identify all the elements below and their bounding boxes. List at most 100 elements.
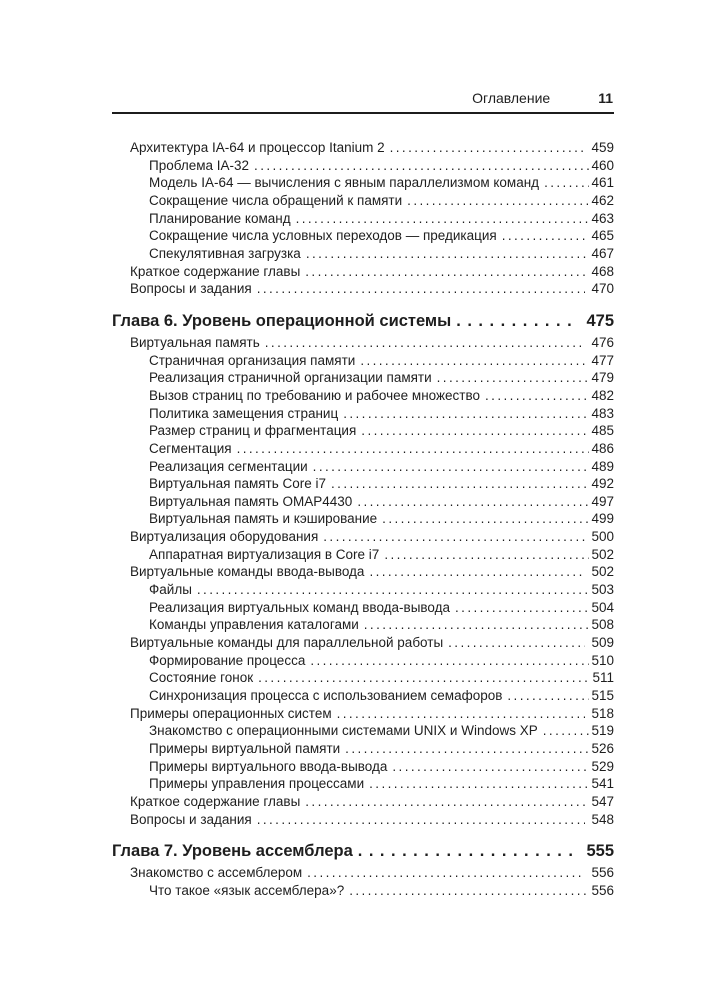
toc-entry: Сокращение числа обращений к памяти 462 <box>112 192 614 210</box>
toc-entry-page: 510 <box>591 652 614 668</box>
toc-entry: Знакомство с ассемблером 556 <box>112 864 614 882</box>
toc-entry-page: 500 <box>591 529 614 545</box>
dot-leader <box>390 139 586 157</box>
toc-entry-title: Формирование процесса <box>149 652 306 668</box>
dot-leader <box>485 387 589 405</box>
toc-entry-title: Сегментация <box>149 440 232 456</box>
dot-leader <box>313 458 590 476</box>
dot-leader <box>265 334 586 352</box>
toc-entry-title: Синхронизация процесса с использованием … <box>149 688 503 704</box>
toc-entry-page: 502 <box>591 546 614 562</box>
dot-leader <box>369 775 589 793</box>
toc-entry-page: 556 <box>591 882 614 898</box>
dot-leader <box>382 510 589 528</box>
dot-leader <box>358 840 579 862</box>
toc-entry: Виртуальная память 476 <box>112 334 614 352</box>
toc-entry-title: Виртуализация оборудования <box>130 529 319 545</box>
toc-entry-title: Страничная организация памяти <box>149 352 356 368</box>
toc-entry-title: Сокращение числа условных переходов — пр… <box>149 228 497 244</box>
toc-entry: Виртуальная память Core i7 492 <box>112 475 614 493</box>
toc-entry-page: 479 <box>591 370 614 386</box>
toc-entry: Формирование процесса 510 <box>112 652 614 670</box>
toc-entry-title: Проблема IA-32 <box>149 157 250 173</box>
toc-entry-title: Виртуальные команды для параллельной раб… <box>130 635 444 651</box>
dot-leader <box>456 310 578 332</box>
toc-entry-page: 486 <box>591 440 614 456</box>
toc-entry-title: Вопросы и задания <box>130 281 252 297</box>
dot-leader <box>254 157 589 175</box>
dot-leader <box>305 263 585 281</box>
toc-entry: Спекулятивная загрузка 467 <box>112 245 614 263</box>
toc-entry-title: Реализация виртуальных команд ввода-выво… <box>149 599 451 615</box>
toc-entry-page: 463 <box>591 210 614 226</box>
toc-entry-page: 467 <box>591 245 614 261</box>
toc-entry-title: Примеры операционных систем <box>130 705 332 721</box>
dot-leader <box>307 864 585 882</box>
toc-entry-page: 485 <box>591 423 614 439</box>
toc-entry-page: 470 <box>591 281 614 297</box>
running-head-title: Оглавление <box>472 90 551 106</box>
dot-leader <box>237 440 590 458</box>
toc-entry-page: 508 <box>591 617 614 633</box>
toc-entry-page: 556 <box>591 865 614 881</box>
toc-entry-title: Вопросы и задания <box>130 811 252 827</box>
folio-page-number: 11 <box>598 90 613 106</box>
toc-entry: Примеры виртуальной памяти 526 <box>112 740 614 758</box>
toc-entry-title: Знакомство с ассемблером <box>130 865 303 881</box>
toc-entry-page: 460 <box>591 157 614 173</box>
dot-leader <box>349 882 589 900</box>
toc-entry-title: Глава 6. Уровень операционной системы <box>112 311 452 330</box>
toc-entry: Проблема IA-32 460 <box>112 157 614 175</box>
toc-entry-title: Аппаратная виртуализация в Core i7 <box>149 546 380 562</box>
toc-entry: Реализация сегментации 489 <box>112 458 614 476</box>
toc-entry-title: Сокращение числа обращений к памяти <box>149 192 403 208</box>
toc-entry: Сегментация 486 <box>112 440 614 458</box>
toc-entry-title: Краткое содержание главы <box>130 263 301 279</box>
toc-entry: Архитектура IA-64 и процессор Itanium 2 … <box>112 139 614 157</box>
toc-entry-page: 475 <box>586 311 614 330</box>
toc-entry-page: 519 <box>591 723 614 739</box>
toc-entry-page: 476 <box>591 334 614 350</box>
toc-entry-page: 529 <box>591 758 614 774</box>
toc-entry: Примеры виртуального ввода-вывода 529 <box>112 758 614 776</box>
toc-entry: Виртуальная память OMAP4430 497 <box>112 493 614 511</box>
toc-entry: Знакомство с операционными системами UNI… <box>112 722 614 740</box>
dot-leader <box>357 493 589 511</box>
toc-entry-title: Архитектура IA-64 и процессор Itanium 2 <box>130 140 385 155</box>
toc-entry-page: 459 <box>591 140 614 155</box>
dot-leader <box>257 280 586 298</box>
toc-list: Архитектура IA-64 и процессор Itanium 2 … <box>112 139 614 900</box>
toc-entry: Аппаратная виртуализация в Core i7 502 <box>112 546 614 564</box>
dot-leader <box>343 405 589 423</box>
toc-entry-page: 483 <box>591 405 614 421</box>
dot-leader <box>361 422 589 440</box>
toc-entry: Виртуальная память и кэширование 499 <box>112 510 614 528</box>
dot-leader <box>257 811 586 829</box>
toc-entry-title: Глава 7. Уровень ассемблера <box>112 842 353 861</box>
toc-entry-page: 503 <box>591 582 614 598</box>
dot-leader <box>544 174 589 192</box>
toc-entry-page: 504 <box>591 599 614 615</box>
toc-entry-title: Виртуальная память <box>130 334 260 350</box>
toc-entry-title: Политика замещения страниц <box>149 405 339 421</box>
dot-leader <box>305 793 585 811</box>
toc-entry: Что такое «язык ассемблера»? 556 <box>112 882 614 900</box>
dot-leader <box>310 652 589 670</box>
dot-leader <box>360 352 589 370</box>
dot-leader <box>543 722 590 740</box>
dot-leader <box>392 758 589 776</box>
dot-leader <box>437 369 590 387</box>
toc-entry-page: 518 <box>591 705 614 721</box>
toc-entry-title: Реализация страничной организации памяти <box>149 370 432 386</box>
toc-entry-page: 547 <box>591 793 614 809</box>
dot-leader <box>369 563 585 581</box>
toc-entry: Виртуальные команды ввода-вывода 502 <box>112 563 614 581</box>
toc-entry-title: Виртуальная память Core i7 <box>149 476 327 492</box>
toc-entry: Политика замещения страниц 483 <box>112 405 614 423</box>
toc-entry-page: 502 <box>591 564 614 580</box>
toc-entry-page: 515 <box>591 688 614 704</box>
toc-entry-title: Размер страниц и фрагментация <box>149 423 357 439</box>
toc-entry-page: 489 <box>591 458 614 474</box>
toc-entry-page: 499 <box>591 511 614 527</box>
toc-entry: Файлы 503 <box>112 581 614 599</box>
